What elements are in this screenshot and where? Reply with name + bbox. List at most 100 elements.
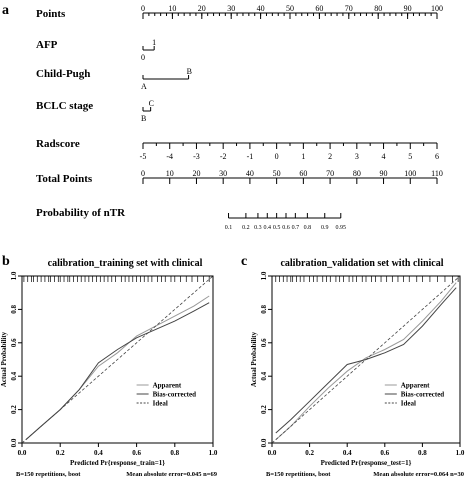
chart-title: calibration_training set with clinical [48, 258, 203, 269]
level-label: B [187, 67, 192, 76]
y-tick-label: 0.4 [10, 371, 18, 380]
tick-label: 20 [198, 4, 206, 13]
row-label: Child-Pugh [36, 68, 90, 80]
row-label: Total Points [36, 173, 93, 185]
x-tick-label: 0.0 [268, 449, 277, 457]
probability-label: 0.4 [264, 225, 272, 231]
tick-label: -3 [193, 152, 200, 161]
row-label: BCLC stage [36, 100, 93, 112]
y-tick-label: 0.6 [10, 338, 18, 347]
row-label: AFP [36, 39, 58, 51]
tick-label: 30 [227, 4, 235, 13]
x-tick-label: 0.6 [380, 449, 389, 457]
legend-label: Bias-corrected [401, 391, 445, 399]
level-label: 1 [152, 38, 156, 47]
tick-label: 50 [286, 4, 294, 13]
series-line-bias-corrected [275, 287, 457, 434]
x-tick-label: 0.0 [18, 449, 27, 457]
tick-label: 5 [408, 152, 412, 161]
legend-label: Ideal [401, 400, 416, 408]
probability-label: 0.2 [242, 225, 250, 231]
tick-label: 20 [192, 169, 200, 178]
tick-label: 100 [431, 4, 443, 13]
tick-label: 6 [435, 152, 439, 161]
x-axis-label: Predicted Pr{response_train=1} [70, 459, 165, 467]
tick-label: 60 [299, 169, 307, 178]
y-tick-label: 0.2 [260, 405, 268, 414]
tick-label: 0 [275, 152, 279, 161]
legend-label: Apparent [401, 382, 430, 390]
tick-label: 0 [141, 4, 145, 13]
tick-label: 0 [141, 169, 145, 178]
y-axis-label: Actual Probability [0, 331, 8, 387]
nomogram-panel: a Points 0 10 20 30 40 50 60 70 80 90 100AFP01Child-… [2, 3, 443, 231]
legend-label: Apparent [153, 382, 182, 390]
y-tick-label: 0.0 [10, 438, 18, 447]
x-tick-label: 0.6 [132, 449, 141, 457]
series-line-ideal [271, 275, 461, 444]
y-axis-label: Actual Probability [250, 331, 258, 387]
x-axis-label: Predicted Pr{response_test=1} [321, 459, 412, 467]
x-tick-label: 0.8 [170, 449, 179, 457]
calibration-training-panel: b calibration_training set with clinical 0… [0, 254, 218, 478]
legend-label: Ideal [153, 400, 168, 408]
tick-label: -2 [220, 152, 227, 161]
footer-left: B=150 repetitions, boot [266, 471, 331, 478]
x-tick-label: 0.4 [94, 449, 103, 457]
y-tick-label: 1.0 [260, 271, 268, 280]
series-line-bias-corrected [25, 302, 210, 441]
tick-label: 60 [315, 4, 323, 13]
probability-label: 0.6 [282, 225, 290, 231]
probability-label: 0.1 [225, 225, 233, 231]
tick-label: -4 [166, 152, 173, 161]
level-label: C [149, 99, 154, 108]
tick-label: 40 [246, 169, 254, 178]
tick-label: 50 [273, 169, 281, 178]
y-tick-label: 0.4 [260, 371, 268, 380]
tick-label: 3 [355, 152, 359, 161]
probability-label: 0.7 [292, 225, 300, 231]
footer-right: Mean absolute error=0.064 n=30 [373, 471, 464, 478]
probability-label: 0.95 [336, 225, 347, 231]
y-tick-label: 0.8 [10, 305, 18, 314]
tick-label: 40 [257, 4, 265, 13]
tick-label: 110 [431, 169, 443, 178]
level-label: 0 [141, 53, 145, 62]
probability-label: 0.3 [254, 225, 262, 231]
tick-label: 80 [374, 4, 382, 13]
tick-label: 80 [353, 169, 361, 178]
tick-label: -5 [140, 152, 147, 161]
y-tick-label: 0.6 [260, 338, 268, 347]
legend-label: Bias-corrected [153, 391, 197, 399]
y-tick-label: 0.8 [260, 305, 268, 314]
panel-label: b [2, 254, 10, 269]
tick-label: 4 [382, 152, 386, 161]
x-tick-label: 0.2 [56, 449, 65, 457]
probability-label: 0.5 [273, 225, 281, 231]
row-label: Radscore [36, 138, 80, 150]
x-tick-label: 1.0 [209, 449, 218, 457]
tick-label: 30 [219, 169, 227, 178]
x-tick-label: 0.4 [343, 449, 352, 457]
tick-label: -1 [247, 152, 254, 161]
tick-label: 100 [404, 169, 416, 178]
footer-right: Mean absolute error=0.045 n=69 [126, 471, 217, 478]
level-label: B [141, 114, 146, 123]
footer-left: B=150 repetitions, boot [16, 471, 81, 478]
chart-title: calibration_validation set with clinical [280, 258, 443, 269]
x-tick-label: 0.2 [305, 449, 314, 457]
level-label: A [141, 82, 147, 91]
tick-label: 10 [166, 169, 174, 178]
x-tick-label: 0.8 [418, 449, 427, 457]
series-line-ideal [21, 275, 214, 444]
tick-label: 90 [404, 4, 412, 13]
y-tick-label: 0.0 [260, 438, 268, 447]
probability-label: 0.8 [304, 225, 312, 231]
tick-label: 90 [380, 169, 388, 178]
calibration-validation-panel: c calibration_validation set with clinica… [241, 254, 465, 478]
tick-label: 70 [345, 4, 353, 13]
row-label: Points [36, 8, 66, 20]
tick-label: 2 [328, 152, 332, 161]
series-line-apparent [275, 282, 457, 441]
